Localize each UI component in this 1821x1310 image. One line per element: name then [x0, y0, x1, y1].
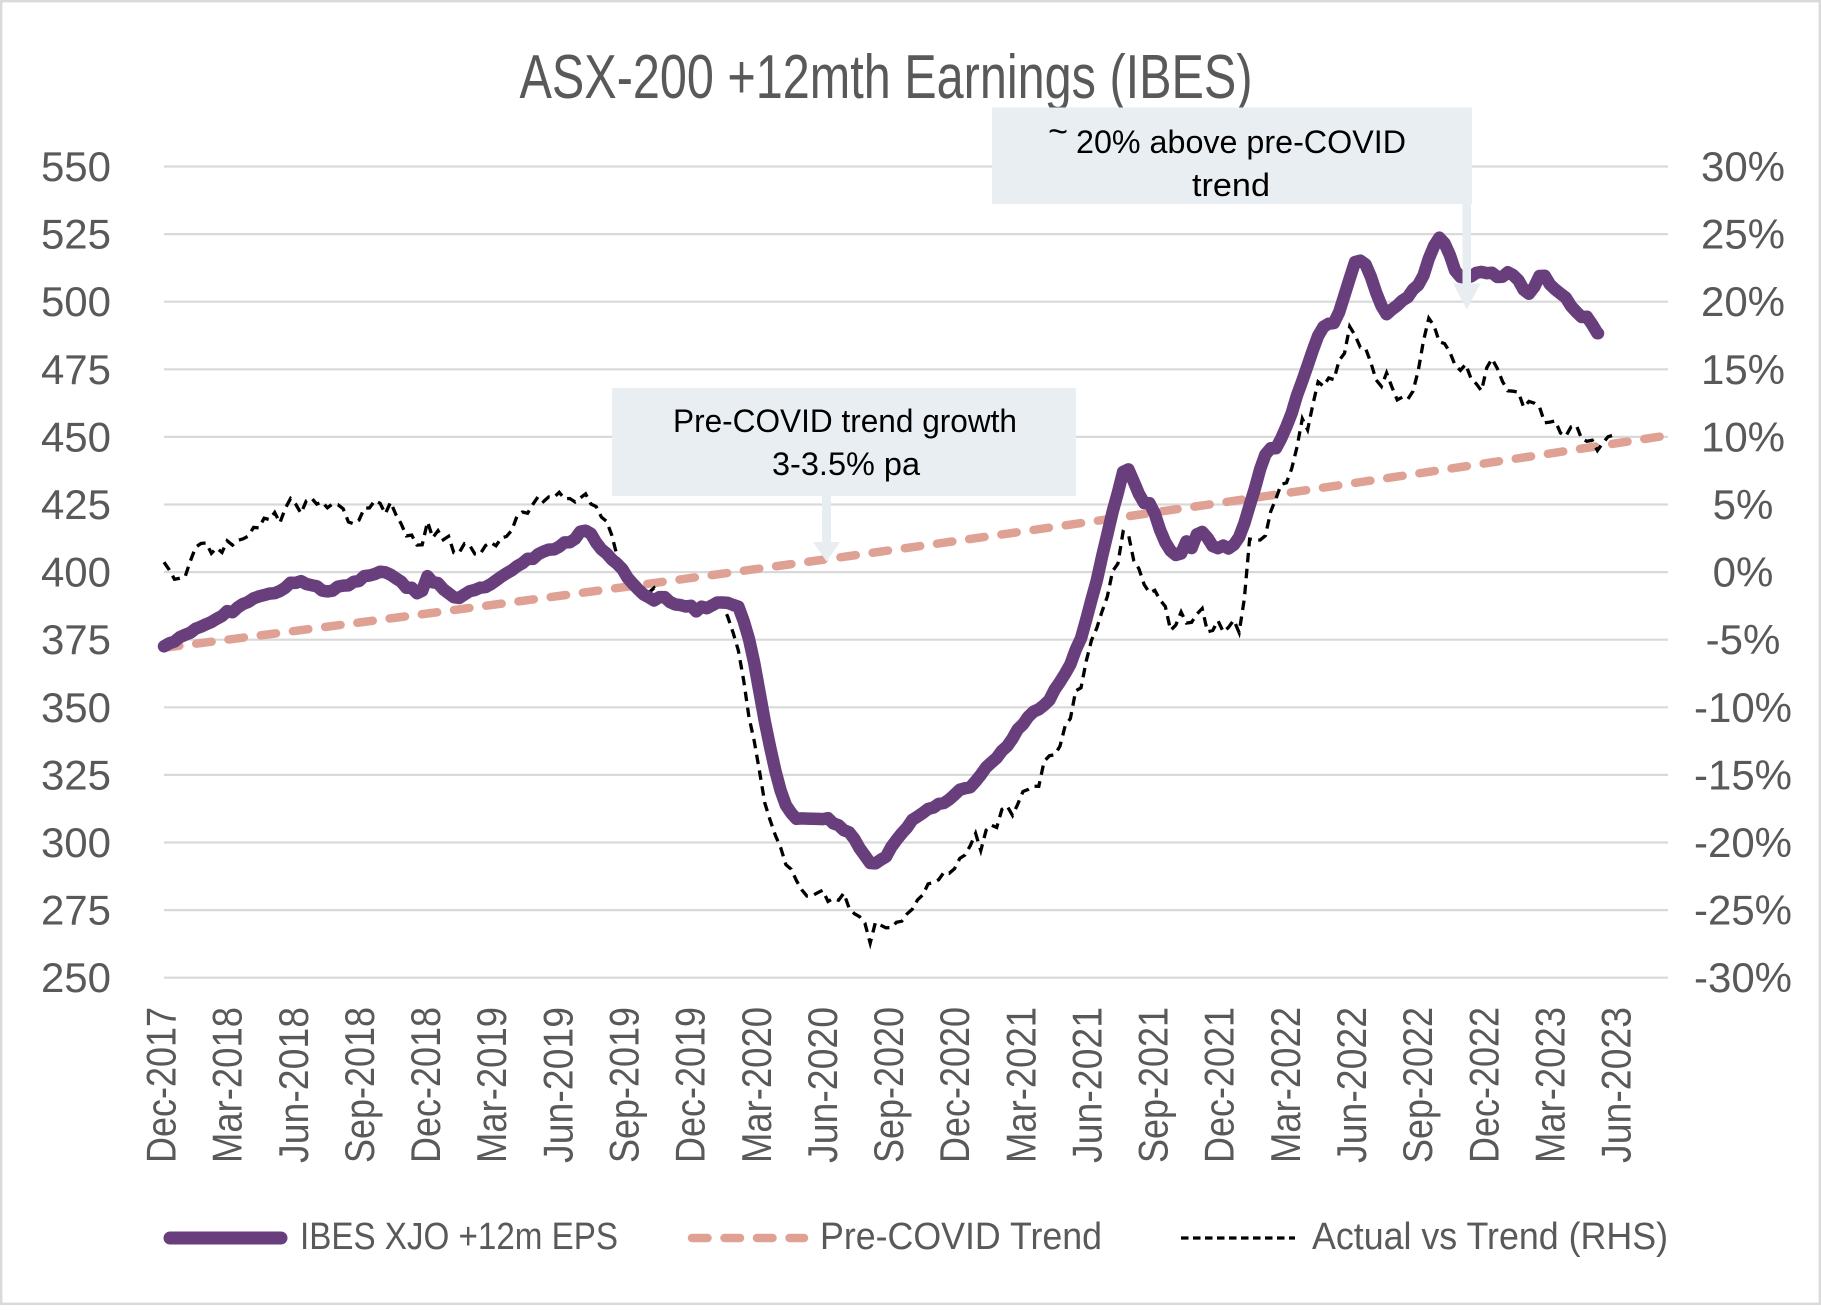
svg-text:Dec-2022: Dec-2022: [1460, 1007, 1507, 1163]
svg-text:Actual vs Trend (RHS): Actual vs Trend (RHS): [1312, 1216, 1668, 1258]
svg-text:325: 325: [41, 751, 111, 798]
svg-text:Mar-2023: Mar-2023: [1526, 1007, 1573, 1163]
svg-text:375: 375: [41, 616, 111, 663]
svg-text:Pre-COVID Trend: Pre-COVID Trend: [820, 1216, 1102, 1258]
svg-text:550: 550: [41, 143, 111, 190]
svg-text:15%: 15%: [1701, 346, 1785, 393]
svg-text:Mar-2022: Mar-2022: [1262, 1007, 1309, 1163]
svg-text:0%: 0%: [1713, 549, 1774, 596]
svg-text:450: 450: [41, 413, 111, 460]
svg-text:10%: 10%: [1701, 413, 1785, 460]
svg-text:20% above pre-COVID: 20% above pre-COVID: [1076, 124, 1406, 160]
svg-text:5%: 5%: [1713, 481, 1774, 528]
svg-text:-20%: -20%: [1694, 819, 1792, 866]
svg-text:30%: 30%: [1701, 143, 1785, 190]
svg-text:Sep-2019: Sep-2019: [601, 1007, 648, 1163]
svg-text:400: 400: [41, 549, 111, 596]
svg-text:Dec-2020: Dec-2020: [931, 1007, 978, 1163]
svg-text:Dec-2017: Dec-2017: [138, 1007, 185, 1163]
svg-text:~: ~: [1048, 113, 1068, 151]
svg-text:IBES XJO +12m EPS: IBES XJO +12m EPS: [300, 1216, 618, 1258]
svg-text:Mar-2021: Mar-2021: [997, 1007, 1044, 1163]
svg-text:Pre-COVID trend growth: Pre-COVID trend growth: [673, 403, 1017, 439]
svg-text:350: 350: [41, 684, 111, 731]
svg-text:300: 300: [41, 819, 111, 866]
svg-text:Jun-2019: Jun-2019: [534, 1007, 581, 1163]
svg-text:475: 475: [41, 346, 111, 393]
svg-text:500: 500: [41, 278, 111, 325]
svg-text:Mar-2018: Mar-2018: [204, 1007, 251, 1163]
svg-text:Jun-2018: Jun-2018: [270, 1007, 317, 1163]
svg-text:Dec-2021: Dec-2021: [1196, 1007, 1243, 1163]
svg-text:-5%: -5%: [1706, 616, 1781, 663]
svg-text:Sep-2022: Sep-2022: [1394, 1007, 1441, 1163]
svg-text:-25%: -25%: [1694, 887, 1792, 934]
svg-text:20%: 20%: [1701, 278, 1785, 325]
svg-text:Jun-2021: Jun-2021: [1064, 1007, 1111, 1163]
svg-text:Jun-2020: Jun-2020: [799, 1007, 846, 1163]
svg-text:25%: 25%: [1701, 211, 1785, 258]
svg-text:Dec-2018: Dec-2018: [402, 1007, 449, 1163]
svg-text:Dec-2019: Dec-2019: [667, 1007, 714, 1163]
svg-text:-15%: -15%: [1694, 751, 1792, 798]
svg-text:Jun-2022: Jun-2022: [1328, 1007, 1375, 1163]
svg-text:trend: trend: [1192, 167, 1270, 203]
svg-text:Mar-2020: Mar-2020: [733, 1007, 780, 1163]
svg-text:3-3.5% pa: 3-3.5% pa: [772, 446, 920, 482]
svg-text:Jun-2023: Jun-2023: [1593, 1007, 1640, 1163]
svg-text:Sep-2021: Sep-2021: [1130, 1007, 1177, 1163]
svg-text:-10%: -10%: [1694, 684, 1792, 731]
svg-text:Sep-2020: Sep-2020: [865, 1007, 912, 1163]
svg-text:-30%: -30%: [1694, 954, 1792, 1001]
svg-text:275: 275: [41, 887, 111, 934]
svg-text:ASX-200 +12mth Earnings (IBES): ASX-200 +12mth Earnings (IBES): [520, 43, 1253, 112]
svg-text:Mar-2019: Mar-2019: [468, 1007, 515, 1163]
svg-text:250: 250: [41, 954, 111, 1001]
svg-text:525: 525: [41, 211, 111, 258]
svg-text:Sep-2018: Sep-2018: [336, 1007, 383, 1163]
svg-text:425: 425: [41, 481, 111, 528]
